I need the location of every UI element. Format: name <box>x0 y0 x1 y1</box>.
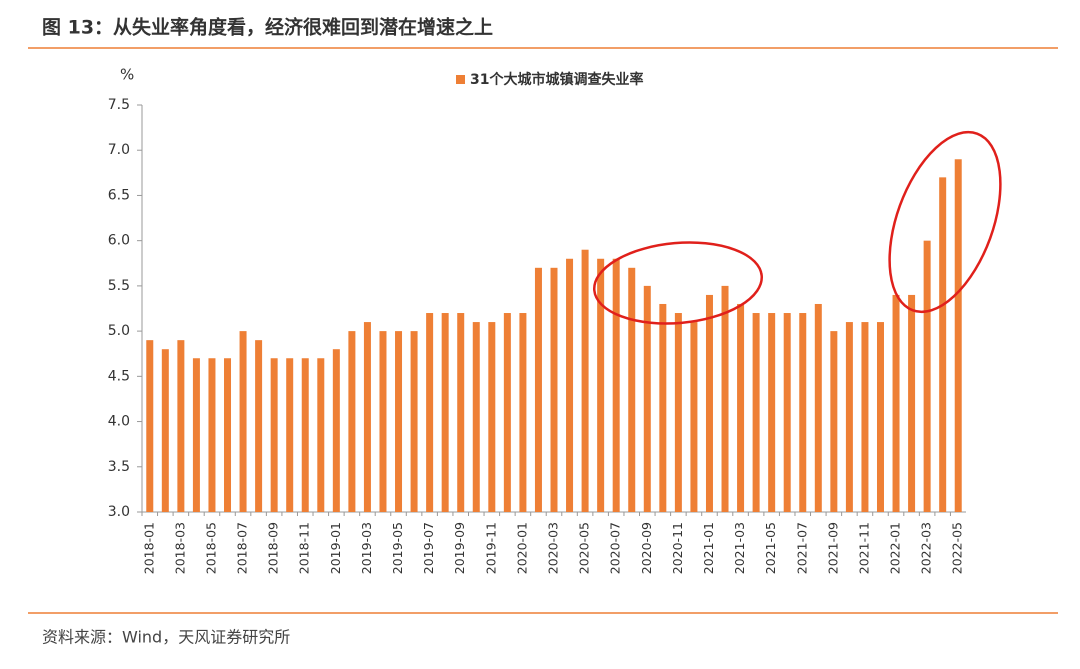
x-tick-label: 2021-05 <box>763 522 778 574</box>
bar <box>550 267 558 512</box>
bar <box>876 322 884 512</box>
y-tick-label: 5.0 <box>108 323 130 339</box>
bar <box>286 358 294 512</box>
chart-title: 图 13：从失业率角度看，经济很难回到潜在增速之上 <box>42 16 493 39</box>
x-tick-label: 2020-01 <box>514 522 529 574</box>
x-tick-label: 2022-05 <box>950 522 965 574</box>
highlight-circle <box>888 130 1002 314</box>
y-tick-label: 3.5 <box>108 459 130 475</box>
x-tick-label: 2018-07 <box>235 522 250 574</box>
bar <box>659 303 667 512</box>
y-tick-label: 6.0 <box>108 233 130 249</box>
x-tick-label: 2020-09 <box>639 522 654 574</box>
bar <box>534 267 542 512</box>
bar <box>939 177 947 512</box>
bar <box>192 358 200 512</box>
legend-swatch <box>456 75 465 84</box>
bar <box>161 349 169 512</box>
bar <box>814 303 822 512</box>
y-unit: % <box>120 66 134 84</box>
bar <box>301 358 309 512</box>
bar <box>612 258 620 512</box>
x-tick-label: 2019-09 <box>452 522 467 574</box>
bar <box>488 322 496 512</box>
bar <box>923 240 931 512</box>
x-tick-label: 2018-01 <box>141 522 156 574</box>
bar <box>348 331 356 512</box>
bar <box>830 331 838 512</box>
bar <box>737 303 745 512</box>
x-tick-label: 2021-01 <box>701 522 716 574</box>
bar <box>410 331 418 512</box>
x-tick-label: 2019-03 <box>359 522 374 574</box>
bar <box>317 358 325 512</box>
x-tick-label: 2020-11 <box>670 522 685 574</box>
bar <box>908 294 916 512</box>
x-tick-label: 2019-07 <box>421 522 436 574</box>
bar <box>768 313 776 512</box>
bar <box>954 159 962 512</box>
bar <box>239 331 247 512</box>
bar <box>395 331 403 512</box>
bar <box>597 258 605 512</box>
bar <box>332 349 340 512</box>
bar <box>690 322 698 512</box>
x-tick-label: 2018-05 <box>203 522 218 574</box>
x-tick-label: 2019-05 <box>390 522 405 574</box>
x-tick-label: 2018-03 <box>172 522 187 574</box>
y-tick-label: 4.0 <box>108 414 130 430</box>
bar <box>224 358 232 512</box>
x-tick-label: 2018-11 <box>297 522 312 574</box>
bar <box>566 258 574 512</box>
bar <box>783 313 791 512</box>
bar <box>892 294 900 512</box>
bar <box>208 358 216 512</box>
bar <box>270 358 278 512</box>
x-tick-label: 2021-09 <box>825 522 840 574</box>
x-tick-label: 2019-11 <box>483 522 498 574</box>
bar <box>721 285 729 512</box>
x-tick-label: 2018-09 <box>266 522 281 574</box>
bar <box>177 340 185 512</box>
bar <box>363 322 371 512</box>
bar <box>581 249 589 512</box>
bar <box>674 313 682 512</box>
bar <box>503 313 511 512</box>
plot: 3.0 3.5 4.0 4.5 5.0 5.5 6.0 6.5 7.0 7.5 2018-01 201… <box>108 71 966 574</box>
y-tick-label: 7.0 <box>108 142 130 158</box>
x-tick-label: 2022-03 <box>919 522 934 574</box>
y-tick-label: 3.0 <box>108 504 130 520</box>
y-tick-label: 4.5 <box>108 368 130 384</box>
bar <box>799 313 807 512</box>
bar <box>519 313 527 512</box>
x-tick-label: 2021-11 <box>856 522 871 574</box>
x-tick-label: 2022-01 <box>888 522 903 574</box>
x-tick-label: 2021-03 <box>732 522 747 574</box>
bar <box>752 313 760 512</box>
x-tick-label: 2020-05 <box>577 522 592 574</box>
bar <box>705 294 713 512</box>
bar <box>628 267 636 512</box>
source: 资料来源：Wind，天风证券研究所 <box>42 628 290 647</box>
x-tick-label: 2020-03 <box>546 522 561 574</box>
x-tick-label: 2019-01 <box>328 522 343 574</box>
bar <box>441 313 449 512</box>
bar <box>861 322 869 512</box>
y-tick-label: 6.5 <box>108 187 130 203</box>
bar <box>379 331 387 512</box>
y-tick-label: 7.5 <box>108 97 130 113</box>
bar <box>472 322 480 512</box>
bar <box>146 340 154 512</box>
x-tick-label: 2021-07 <box>794 522 809 574</box>
y-tick-label: 5.5 <box>108 278 130 294</box>
x-tick-label: 2020-07 <box>608 522 623 574</box>
highlight-circle <box>592 241 764 325</box>
bar <box>255 340 263 512</box>
bar <box>643 285 651 512</box>
bar <box>426 313 434 512</box>
bar <box>457 313 465 512</box>
legend-label: 31个大城市城镇调查失业率 <box>470 71 643 88</box>
bar <box>845 322 853 512</box>
